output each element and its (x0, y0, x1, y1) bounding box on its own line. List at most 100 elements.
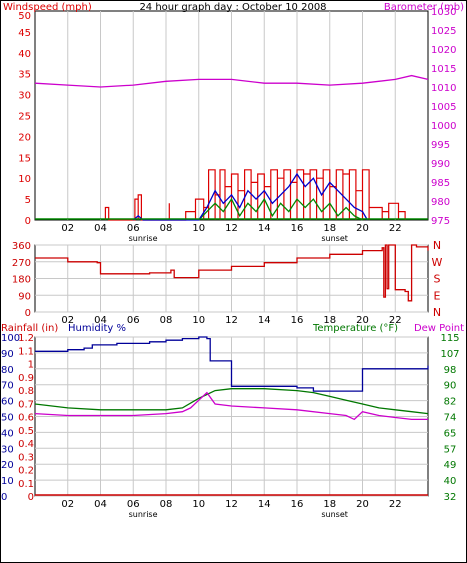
compass-label: E (434, 289, 441, 302)
x-tick-label: 20 (356, 499, 369, 510)
x-tick-label: 10 (192, 499, 205, 510)
temperature-series (34, 388, 429, 415)
temperature-tick-label: 107 (440, 349, 459, 360)
humidity-axis-title: Humidity % (68, 323, 126, 334)
humidity-tick-label: 90 (1, 349, 14, 360)
x-tick-label: 02 (61, 315, 74, 326)
chart-title: 24 hour graph day : October 10 2008 (139, 2, 326, 13)
sunrise-label: sunrise (129, 234, 158, 243)
x-tick-label: 06 (127, 315, 140, 326)
humidity-series (35, 336, 429, 392)
windspeed-tick-label: 15 (18, 153, 31, 164)
x-tick-label: 10 (192, 223, 205, 234)
wind-gust-series (104, 169, 406, 221)
x-tick-label: 08 (160, 223, 173, 234)
wind-speed-series (198, 197, 363, 221)
x-tick-label: 12 (225, 315, 238, 326)
windspeed-tick-label: 0 (25, 216, 31, 227)
barometer-axis-title: Barometer (mb) (384, 2, 464, 13)
barometer-tick-label: 980 (431, 197, 450, 208)
x-tick-label: 14 (258, 315, 271, 326)
direction-tick-label: 360 (12, 241, 31, 252)
sunrise-label: sunrise (129, 510, 158, 519)
barometer-tick-label: 975 (431, 216, 450, 227)
barometer-tick-label: 1010 (431, 83, 456, 94)
barometer-tick-label: 995 (431, 140, 450, 151)
x-tick-label: 04 (94, 315, 107, 326)
rainfall-tick-label: 0.7 (18, 399, 34, 410)
x-tick-label: 22 (389, 223, 402, 234)
wind-average-series (132, 172, 368, 221)
humidity-tick-label: 0 (1, 492, 7, 503)
temperature-tick-label: 57 (444, 444, 457, 455)
windspeed-axis-title: Windspeed (mph) (3, 2, 92, 13)
windspeed-tick-label: 45 (18, 28, 31, 39)
windspeed-tick-label: 20 (18, 132, 31, 143)
dewpoint-series (34, 391, 428, 421)
humidity-tick-label: 80 (1, 365, 14, 376)
compass-label: W (432, 256, 443, 269)
barometer-tick-label: 990 (431, 159, 450, 170)
temperature-tick-label: 115 (440, 333, 459, 344)
temperature-tick-label: 74 (444, 413, 457, 424)
x-tick-label: 12 (225, 499, 238, 510)
temperature-tick-label: 32 (444, 492, 457, 503)
x-tick-label: 04 (94, 499, 107, 510)
windspeed-tick-label: 5 (25, 195, 31, 206)
humidity-tick-label: 50 (1, 413, 14, 424)
x-tick-label: 02 (61, 223, 74, 234)
humidity-tick-label: 70 (1, 381, 14, 392)
rainfall-tick-label: 0.6 (18, 413, 34, 424)
windspeed-tick-label: 30 (18, 91, 31, 102)
wind-direction-series (35, 244, 429, 302)
humidity-tick-label: 20 (1, 460, 14, 471)
x-tick-label: 10 (192, 315, 205, 326)
x-tick-label: 20 (356, 223, 369, 234)
temperature-axis-title: Temperature (°F) (312, 323, 398, 334)
x-tick-label: 08 (160, 315, 173, 326)
windspeed-tick-label: 35 (18, 70, 31, 81)
x-tick-label: 04 (94, 223, 107, 234)
x-tick-label: 14 (258, 223, 271, 234)
x-tick-label: 08 (160, 499, 173, 510)
compass-label: N (433, 239, 441, 252)
rainfall-tick-label: 0.1 (18, 479, 34, 490)
compass-label: S (434, 273, 441, 286)
rainfall-tick-label: 1.2 (18, 333, 34, 344)
rainfall-tick-label: 0.8 (18, 386, 34, 397)
barometer-tick-label: 1005 (431, 102, 456, 113)
direction-tick-label: 270 (12, 258, 31, 269)
rainfall-tick-label: 0.5 (18, 426, 34, 437)
temperature-tick-label: 65 (444, 428, 457, 439)
rainfall-tick-label: 0.2 (18, 466, 34, 477)
x-tick-label: 22 (389, 315, 402, 326)
barometer-tick-label: 1030 (431, 7, 456, 18)
humidity-tick-label: 100 (1, 333, 20, 344)
temperature-tick-label: 40 (444, 476, 457, 487)
x-tick-label: 18 (323, 499, 336, 510)
rainfall-tick-label: 0.9 (18, 373, 34, 384)
barometer-tick-label: 1000 (431, 121, 456, 132)
temperature-tick-label: 49 (444, 460, 457, 471)
windspeed-tick-label: 50 (18, 11, 31, 22)
sunset-label: sunset (321, 510, 348, 519)
windspeed-tick-label: 25 (18, 112, 31, 123)
sunset-label: sunset (321, 234, 348, 243)
windspeed-tick-label: 40 (18, 49, 31, 60)
rainfall-tick-label: 1.1 (18, 346, 34, 357)
barometer-tick-label: 1025 (431, 26, 456, 37)
humidity-tick-label: 60 (1, 397, 14, 408)
x-tick-label: 06 (127, 223, 140, 234)
rainfall-tick-label: 0.3 (18, 452, 34, 463)
x-tick-label: 06 (127, 499, 140, 510)
barometer-tick-label: 985 (431, 178, 450, 189)
dewpoint-axis-title: Dew Point (414, 323, 464, 334)
direction-tick-label: 0 (25, 308, 31, 319)
direction-tick-label: 90 (18, 291, 31, 302)
windspeed-tick-label: 10 (18, 174, 31, 185)
barometer-tick-label: 1015 (431, 64, 456, 75)
rainfall-tick-label: 0 (28, 492, 34, 503)
barometer-series (34, 74, 429, 88)
direction-tick-label: 180 (12, 275, 31, 286)
